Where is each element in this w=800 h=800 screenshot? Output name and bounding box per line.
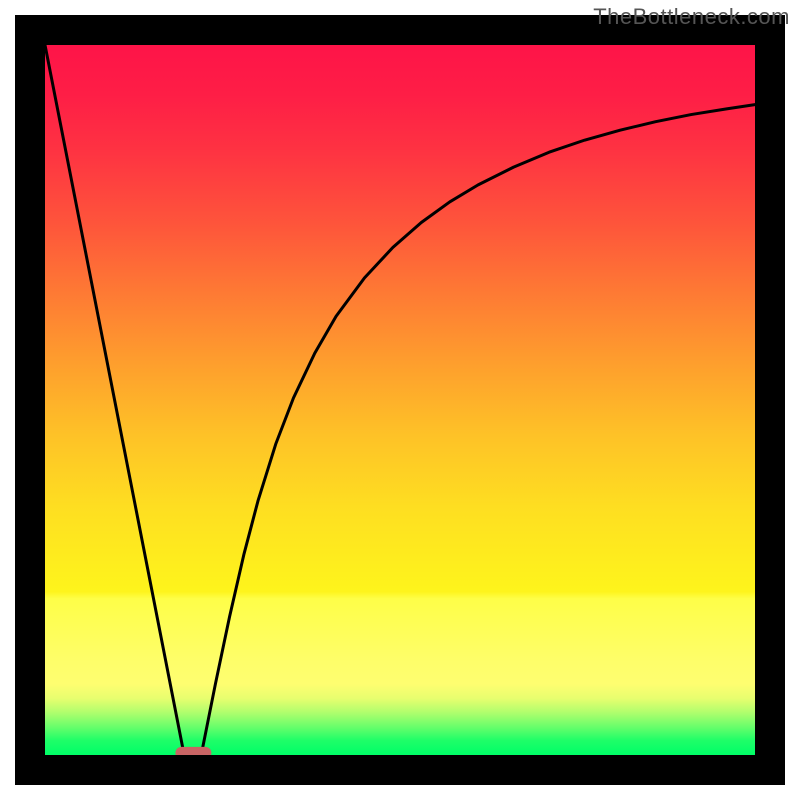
chart-container: { "watermark": { "text": "TheBottleneck.… [0, 0, 800, 800]
bottleneck-chart [0, 0, 800, 800]
gradient-background [45, 45, 755, 755]
watermark-text: TheBottleneck.com [593, 4, 790, 30]
